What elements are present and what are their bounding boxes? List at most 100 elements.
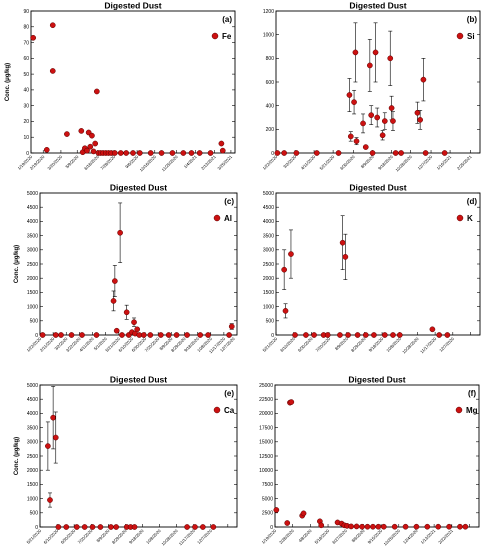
y-tick-label: 4500: [27, 205, 38, 211]
data-point: [422, 150, 429, 156]
data-point: [200, 524, 206, 530]
panel-f: Digested Dust 0 2500 5000 7500 10000 12500 1500…: [259, 375, 480, 547]
data-point: [39, 332, 46, 338]
panel-letter: (d): [467, 197, 478, 206]
x-tick-label: 6/30/2020: [60, 528, 77, 545]
data-point: [157, 332, 164, 338]
data-point: [346, 92, 353, 98]
y-tick-label: 22500: [259, 397, 273, 403]
x-tick-label: 1/4/2021: [183, 154, 199, 170]
data-point: [353, 523, 360, 530]
data-point: [165, 332, 172, 338]
y-tick-label: 3500: [27, 425, 38, 431]
y-tick-label: 1000: [263, 32, 274, 38]
data-point: [49, 22, 56, 29]
y-tick-label: 50: [23, 72, 29, 78]
data-point: [390, 118, 396, 124]
data-point: [446, 523, 452, 530]
data-point: [169, 150, 176, 156]
y-tick-label: 400: [266, 103, 275, 109]
data-point: [87, 143, 94, 150]
data-point: [218, 140, 225, 147]
data-point: [113, 524, 120, 530]
data-point: [413, 523, 420, 530]
x-tick-label: 5/21/2020: [319, 154, 336, 171]
data-point: [117, 150, 124, 156]
data-point: [117, 229, 123, 236]
data-point: [364, 523, 371, 530]
y-tick-label: 60: [23, 56, 29, 62]
x-tick-label: 10/8/2020: [145, 528, 162, 545]
data-point: [205, 332, 211, 338]
panel-title: Digested Dust: [110, 375, 167, 385]
x-tick-label: 8/29/2020: [111, 528, 128, 545]
y-tick-label: 20: [23, 119, 29, 125]
y-axis-label: Conc. (μg/kg): [5, 63, 11, 101]
x-tick-label: 2/11/2020: [39, 336, 56, 353]
y-tick-label: 1200: [263, 9, 274, 15]
y-tick-label: 2000: [27, 468, 38, 474]
data-point: [318, 522, 325, 529]
data-point: [390, 332, 396, 338]
y-tick-label: 2500: [262, 511, 273, 517]
data-point: [274, 150, 281, 156]
panel-title: Digested Dust: [348, 375, 405, 385]
y-tick-label: 200: [266, 127, 275, 133]
x-tick-label: 10/28/2020: [401, 336, 420, 355]
data-point: [374, 114, 381, 121]
data-point: [136, 150, 143, 156]
x-tick-label: 10/25/2020: [383, 528, 402, 547]
x-tick-label: 8/9/2020: [95, 528, 111, 544]
data-point: [351, 99, 357, 105]
panel-letter: (c): [224, 197, 234, 206]
data-point: [49, 68, 56, 74]
data-point: [196, 150, 203, 156]
x-tick-label: 10/8/2020: [385, 336, 402, 353]
y-axis-label: Conc. (μg/kg): [14, 245, 20, 283]
y-tick-label: 4500: [263, 205, 274, 211]
data-point: [52, 332, 59, 338]
y-tick-label: 3500: [263, 233, 274, 239]
data-point: [380, 523, 387, 530]
panel-title: Digested Dust: [349, 1, 406, 11]
data-point: [339, 239, 346, 246]
data-point: [180, 150, 187, 156]
x-tick-label: 10/16/2020: [139, 154, 158, 173]
data-point: [292, 332, 298, 338]
panel-title: Digested Dust: [110, 183, 167, 193]
plot-frame: [39, 384, 238, 528]
y-tick-label: 5000: [27, 383, 38, 389]
data-point: [281, 150, 288, 156]
data-point: [368, 112, 375, 118]
data-point: [123, 150, 130, 156]
data-point: [111, 150, 118, 156]
data-point: [387, 55, 394, 62]
data-point: [97, 524, 104, 530]
data-point: [303, 332, 309, 338]
data-point: [210, 524, 217, 530]
data-point: [197, 332, 204, 338]
x-tick-label: 9/15/2020: [367, 528, 384, 545]
data-point: [79, 332, 85, 338]
x-tick-label: 1/13/2021: [420, 528, 437, 545]
data-point: [30, 34, 37, 41]
y-tick-label: 1500: [27, 482, 38, 488]
y-tick-label: 1000: [263, 304, 274, 310]
data-point: [388, 105, 395, 111]
panel-letter: (a): [222, 15, 232, 24]
data-point: [282, 308, 289, 314]
y-tick-label: 3000: [27, 248, 38, 254]
data-point: [362, 332, 369, 338]
y-tick-label: 2000: [263, 276, 274, 282]
y-tick-label: 25000: [259, 383, 273, 389]
legend-marker: [456, 214, 464, 222]
x-tick-label: 12/7/2020: [196, 528, 213, 545]
y-tick-label: 1500: [263, 290, 274, 296]
data-point: [402, 523, 409, 530]
data-point: [398, 150, 404, 156]
data-point: [50, 414, 56, 421]
panel-a: Digested Dust01020304050607080901/19/202…: [5, 1, 236, 173]
data-point: [311, 332, 317, 338]
data-point: [119, 332, 125, 338]
data-point: [73, 524, 80, 530]
